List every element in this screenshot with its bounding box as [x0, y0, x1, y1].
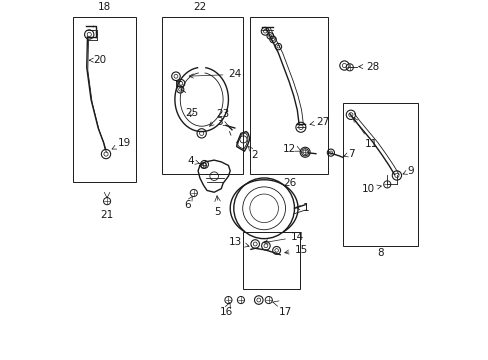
Text: 2: 2	[248, 147, 258, 160]
Text: 1: 1	[295, 203, 309, 213]
Text: 5: 5	[214, 207, 221, 217]
Text: 4: 4	[187, 156, 199, 166]
Text: 24: 24	[189, 69, 241, 80]
Text: 17: 17	[278, 307, 291, 317]
Text: 3: 3	[216, 117, 228, 127]
Text: 11: 11	[353, 118, 377, 149]
Text: 23: 23	[209, 109, 229, 126]
Bar	[242, 231, 299, 289]
Text: 22: 22	[193, 2, 206, 12]
Text: 25: 25	[184, 108, 198, 118]
Text: 14: 14	[263, 232, 304, 244]
Text: 13: 13	[228, 237, 248, 247]
Text: 8: 8	[377, 248, 384, 257]
Bar	[342, 103, 417, 246]
Text: 27: 27	[309, 117, 328, 127]
Text: 26: 26	[283, 178, 296, 188]
Text: 10: 10	[361, 184, 381, 194]
Text: 28: 28	[358, 62, 378, 72]
Text: 19: 19	[112, 138, 131, 149]
Text: 9: 9	[402, 166, 413, 176]
Text: 12: 12	[283, 144, 296, 154]
Text: 18: 18	[98, 2, 111, 12]
Text: 7: 7	[343, 149, 354, 159]
Bar	[73, 17, 135, 181]
Bar	[162, 17, 242, 174]
Bar	[249, 17, 328, 174]
Text: 20: 20	[89, 55, 106, 65]
Text: 16: 16	[219, 307, 232, 317]
Text: 6: 6	[183, 197, 192, 210]
Text: 21: 21	[100, 210, 114, 220]
Text: 15: 15	[284, 245, 307, 255]
